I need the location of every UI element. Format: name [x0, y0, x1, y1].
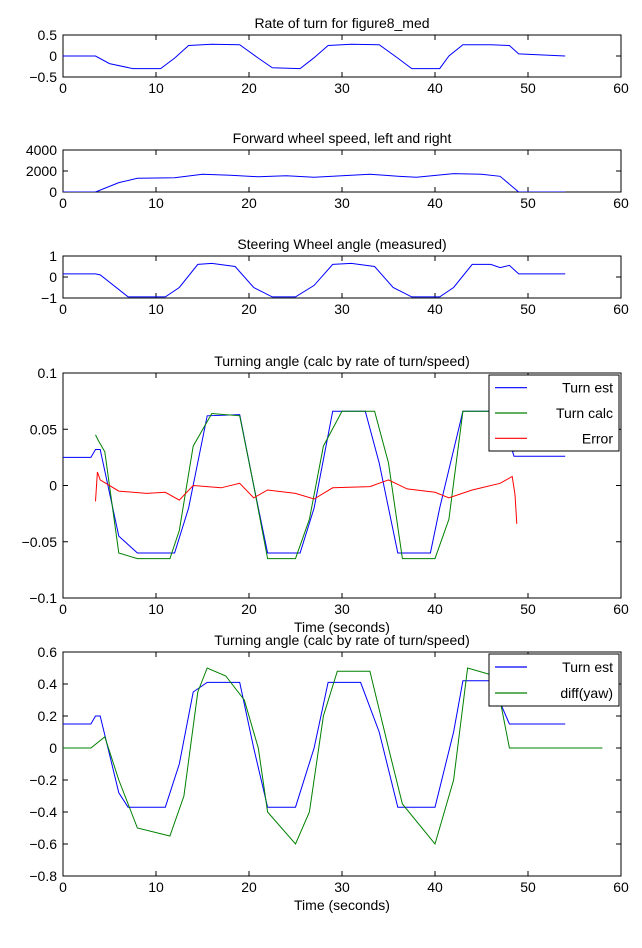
- series-line-1: [63, 44, 565, 68]
- y-tick-label: 0.05: [30, 421, 57, 437]
- y-tick-label: 2000: [26, 163, 57, 179]
- y-tick-label: 0: [49, 478, 57, 494]
- x-tick-label: 10: [148, 601, 164, 617]
- x-tick-label: 40: [427, 195, 443, 211]
- legend: Turn est diff(yaw): [489, 654, 619, 706]
- y-tick-label: 1: [49, 248, 57, 264]
- chart-title: Turning angle (calc by rate of turn/spee…: [214, 632, 470, 648]
- subplot-1: Rate of turn for figure8_med 0 10 20 30 40 50 6…: [29, 15, 629, 96]
- y-tick-label: −0.8: [29, 868, 57, 884]
- x-tick-label: 30: [334, 879, 350, 895]
- legend-label: Turn calc: [556, 405, 613, 421]
- x-tick-label: 10: [148, 195, 164, 211]
- x-tick-label: 30: [334, 80, 350, 96]
- legend-label: diff(yaw): [560, 685, 613, 701]
- x-tick-label: 50: [520, 195, 536, 211]
- x-tick-label: 10: [148, 879, 164, 895]
- axes-frame: [63, 150, 621, 192]
- series-line-1: [63, 263, 565, 297]
- x-tick-label: 0: [59, 195, 67, 211]
- chart-title: Turning angle (calc by rate of turn/spee…: [214, 353, 470, 369]
- x-tick-label: 20: [241, 195, 257, 211]
- x-tick-label: 60: [613, 301, 629, 317]
- chart-title: Rate of turn for figure8_med: [254, 15, 429, 31]
- axes-frame: [63, 256, 621, 298]
- x-tick-label: 40: [427, 301, 443, 317]
- y-tick-label: −0.4: [29, 804, 57, 820]
- x-tick-label: 40: [427, 879, 443, 895]
- y-tick-label: 0: [49, 184, 57, 200]
- y-tick-label: 0.1: [38, 365, 58, 381]
- y-tick-label: 0.5: [38, 27, 58, 43]
- x-tick-label: 60: [613, 879, 629, 895]
- x-tick-label: 10: [148, 80, 164, 96]
- legend-label: Error: [582, 430, 613, 446]
- x-tick-label: 0: [59, 879, 67, 895]
- x-tick-label: 30: [334, 601, 350, 617]
- x-tick-label: 50: [520, 879, 536, 895]
- x-tick-label: 20: [241, 301, 257, 317]
- y-tick-label: 0: [49, 740, 57, 756]
- subplot-3: Steering Wheel angle (measured)0 10 20 30 40…: [41, 236, 629, 317]
- x-tick-label: 0: [59, 301, 67, 317]
- axes-frame: [63, 35, 621, 77]
- y-tick-label: −0.05: [22, 534, 58, 550]
- subplot-4: Turning angle (calc by rate of turn/spee…: [22, 353, 629, 635]
- y-tick-label: −1: [41, 290, 57, 306]
- x-tick-label: 40: [427, 601, 443, 617]
- x-axis-label: Time (seconds): [294, 897, 390, 913]
- legend-label: Turn est: [562, 380, 613, 396]
- y-tick-label: 4000: [26, 142, 57, 158]
- y-tick-label: 0.2: [38, 708, 58, 724]
- chart-title: Forward wheel speed, left and right: [233, 130, 452, 146]
- x-tick-label: 50: [520, 80, 536, 96]
- x-tick-label: 30: [334, 195, 350, 211]
- x-tick-label: 0: [59, 80, 67, 96]
- x-tick-label: 50: [520, 301, 536, 317]
- x-tick-label: 40: [427, 80, 443, 96]
- x-tick-label: 20: [241, 879, 257, 895]
- subplot-5: Turning angle (calc by rate of turn/spee…: [29, 632, 629, 913]
- chart-title: Steering Wheel angle (measured): [237, 236, 446, 252]
- x-tick-label: 0: [59, 601, 67, 617]
- y-tick-label: 0: [49, 269, 57, 285]
- x-tick-label: 10: [148, 301, 164, 317]
- x-tick-label: 20: [241, 80, 257, 96]
- legend-label: Turn est: [562, 659, 613, 675]
- y-tick-label: −0.6: [29, 836, 57, 852]
- legend: Turn est Turn calc Error: [489, 375, 619, 451]
- x-tick-label: 60: [613, 195, 629, 211]
- y-tick-label: −0.2: [29, 772, 57, 788]
- x-tick-label: 20: [241, 601, 257, 617]
- y-tick-label: −0.1: [29, 590, 57, 606]
- x-tick-label: 30: [334, 301, 350, 317]
- x-tick-label: 60: [613, 601, 629, 617]
- y-tick-label: 0.6: [38, 644, 58, 660]
- x-tick-label: 50: [520, 601, 536, 617]
- y-tick-label: 0: [49, 48, 57, 64]
- series-line-1: [63, 174, 565, 192]
- y-tick-label: −0.5: [29, 69, 57, 85]
- subplot-2: Forward wheel speed, left and right 0 10 20…: [26, 130, 629, 211]
- x-tick-label: 60: [613, 80, 629, 96]
- y-tick-label: 0.4: [38, 676, 58, 692]
